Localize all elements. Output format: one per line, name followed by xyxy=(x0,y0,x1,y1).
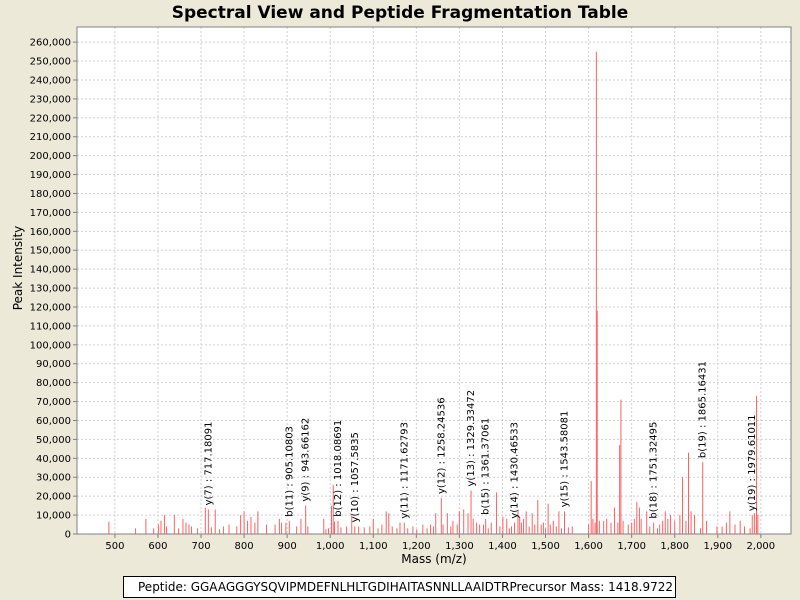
peak-layer xyxy=(108,51,759,534)
peptide-info-box: Peptide: GGAAGGGYSQVIPMDEFNLHLTGDIHAITAS… xyxy=(123,576,676,598)
y-tick-label: 140,000 xyxy=(30,265,71,276)
y-tick-label: 250,000 xyxy=(30,57,71,68)
y-tick-label: 90,000 xyxy=(36,359,71,370)
peak-annotation: y(15) : 1543.58081 xyxy=(559,411,570,508)
peak-annotation: y(9) : 943.66162 xyxy=(301,418,312,502)
y-tick-label: 240,000 xyxy=(30,75,71,86)
y-tick-label: 170,000 xyxy=(30,208,71,219)
annotation-layer: y(7) : 717.18091 b(11) : 905.10803 y(9) : … xyxy=(203,361,758,522)
peak-annotation: y(11) : 1171.62793 xyxy=(399,422,410,519)
peak-annotation: y(12) : 1258.24536 xyxy=(436,397,447,494)
x-tick-label: 1,100 xyxy=(359,541,388,552)
x-axis-label: Mass (m/z) xyxy=(401,552,466,566)
y-tick-label: 120,000 xyxy=(30,302,71,313)
x-tick-label: 1,300 xyxy=(445,541,474,552)
x-tick-label: 1,900 xyxy=(703,541,732,552)
y-tick-label: 150,000 xyxy=(30,246,71,257)
grid-layer xyxy=(77,27,791,534)
y-tick-label: 30,000 xyxy=(36,473,71,484)
x-tick-label: 1,600 xyxy=(574,541,603,552)
peak-annotation: y(10) : 1057.5835 xyxy=(350,432,361,522)
peak-annotation: b(19) : 1865.16431 xyxy=(698,361,709,458)
peak-annotation: y(7) : 717.18091 xyxy=(203,422,214,506)
y-tick-label: 100,000 xyxy=(30,340,71,351)
y-tick-label: 60,000 xyxy=(36,416,71,427)
peak-annotation: y(19) : 1979.61011 xyxy=(747,414,758,511)
x-tick-label: 1,000 xyxy=(316,541,345,552)
plot-border xyxy=(76,26,792,535)
y-tick-label: 210,000 xyxy=(30,132,71,143)
y-tick-label: 260,000 xyxy=(30,38,71,49)
y-tick-label: 190,000 xyxy=(30,170,71,181)
x-tick-label: 500 xyxy=(105,541,124,552)
x-tick-label: 1,800 xyxy=(660,541,689,552)
y-tick-label: 50,000 xyxy=(36,435,71,446)
x-tick-label: 1,400 xyxy=(488,541,517,552)
y-tick-label: 180,000 xyxy=(30,189,71,200)
y-tick-label: 160,000 xyxy=(30,227,71,238)
y-tick-label: 130,000 xyxy=(30,284,71,295)
y-axis-label: Peak Intensity xyxy=(11,226,25,311)
x-tick-label: 1,500 xyxy=(531,541,560,552)
peak-annotation: b(12) : 1018.08691 xyxy=(333,420,344,517)
y-tick-label: 200,000 xyxy=(30,151,71,162)
x-tick-label: 600 xyxy=(148,541,167,552)
y-tick-label: 80,000 xyxy=(36,378,71,389)
x-tick-label: 1,200 xyxy=(402,541,431,552)
spectrum-chart: y(7) : 717.18091 b(11) : 905.10803 y(9) : … xyxy=(11,26,792,566)
y-tick-label: 40,000 xyxy=(36,454,71,465)
x-tick-label: 800 xyxy=(235,541,254,552)
y-tick-label: 220,000 xyxy=(30,113,71,124)
y-tick-label: 230,000 xyxy=(30,94,71,105)
chart-title: Spectral View and Peptide Fragmentation … xyxy=(171,3,629,23)
peptide-sequence: Peptide: GGAAGGGYSQVIPMDEFNLHLTGDIHAITAS… xyxy=(138,580,510,594)
y-tick-label: 70,000 xyxy=(36,397,71,408)
peak-annotation: b(15) : 1361.37061 xyxy=(481,418,492,515)
y-tick-label: 0 xyxy=(65,530,71,541)
x-tick-label: 1,700 xyxy=(617,541,646,552)
plot-area xyxy=(77,27,791,534)
y-tick-label: 20,000 xyxy=(36,492,71,503)
x-tick-label: 2,000 xyxy=(747,541,776,552)
y-tick-label: 110,000 xyxy=(30,321,71,332)
x-tick-label: 700 xyxy=(191,541,210,552)
peak-annotation: y(14) : 1430.46533 xyxy=(510,422,521,519)
peak-annotation: b(18) : 1751.32495 xyxy=(649,422,660,519)
x-tick-label: 900 xyxy=(278,541,297,552)
y-tick-label: 10,000 xyxy=(36,511,71,522)
peak-annotation: b(11) : 905.10803 xyxy=(284,426,295,517)
axis-layer: 500 600 700 800 900 1,000 1,100 1,200 1,300 1,400… xyxy=(30,38,776,552)
precursor-mass: Precursor Mass: 1418.9722 xyxy=(509,580,673,594)
peak-annotation: y(13) : 1329.33472 xyxy=(466,390,477,487)
